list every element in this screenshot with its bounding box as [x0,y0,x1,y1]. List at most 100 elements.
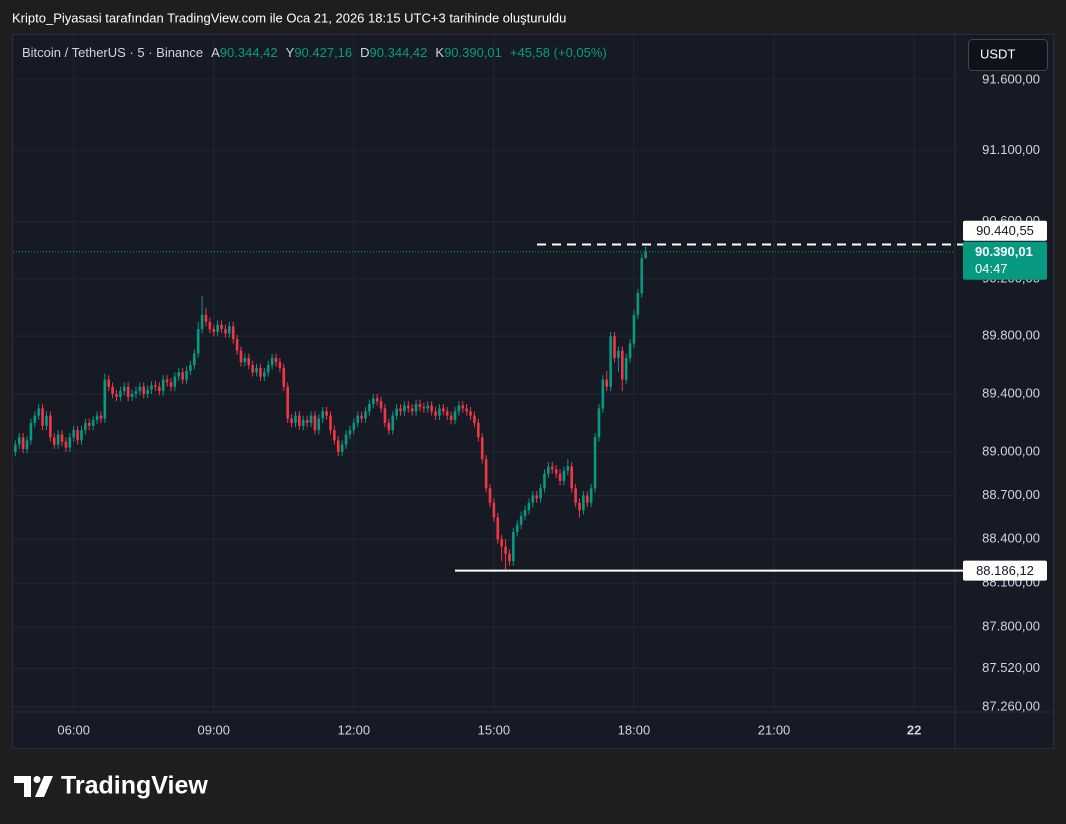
logo-icon [35,776,53,797]
candle-body [325,411,328,416]
candle-body [438,408,441,416]
candle-body [484,459,488,489]
candle-body [461,405,465,409]
candle-body [574,488,577,503]
candle-body [255,367,258,373]
candle-body [422,406,426,409]
x-tick-label: 12:00 [338,722,371,737]
candle-body [628,343,632,358]
chart-panel [12,34,1054,749]
candle-body [352,422,356,431]
x-tick-label: 15:00 [478,722,511,737]
candle-body [333,430,336,441]
plot [13,243,963,572]
candle-body [632,314,636,344]
y-tick-label: 87.800,00 [982,619,1040,634]
candle-body [68,437,72,448]
candle-body [103,379,107,419]
candle-body [434,411,437,416]
candle-body [531,495,535,503]
logo-icon [33,776,41,783]
candle-body [49,415,52,438]
candle-body [360,415,363,419]
brand-name: TradingView [61,772,208,800]
candle-body [496,517,500,540]
candle-body [395,408,398,416]
price-line-label: 88.186,12 [976,563,1034,578]
candle-body [239,350,243,363]
candle-body [364,411,367,419]
candle-body [543,473,546,489]
candle-body [286,386,289,419]
candle-body [383,408,387,423]
countdown: 04:47 [975,261,1008,276]
candle-body [33,415,37,423]
candle-body [25,440,29,449]
candle-body [492,502,496,518]
brand-logo: TradingView [14,772,208,800]
candle-body [52,437,56,445]
candle-body [56,434,60,445]
candle-body [371,398,375,405]
candle-body [469,411,472,416]
x-tick-label: 21:00 [758,722,791,737]
candle-body [270,357,274,366]
candle-body [597,408,601,438]
candle-body [189,365,192,371]
ohlc-label: A [211,45,220,60]
candle-body [196,329,200,354]
candle-body [410,408,414,412]
candle-body [348,430,352,435]
candle-body [523,510,527,516]
candle-body [453,411,457,421]
candle-body [259,367,262,377]
candle-body [457,405,461,412]
y-tick-label: 89.800,00 [982,328,1040,343]
ohlc-label: D [360,45,370,60]
ohlc-label: K [435,45,445,60]
ohlc-value: 90.344,42 [369,45,428,60]
candle-body [500,539,503,547]
change: +45,58 (+0,05%) [509,45,607,60]
x-tick-label: 09:00 [197,722,230,737]
candle-body [216,324,219,332]
candle-body [60,434,64,442]
candle-body [309,415,313,423]
x-tick-label: 18:00 [618,722,651,737]
candle-body [126,386,130,397]
candle-body [379,401,383,409]
y-tick-label: 91.100,00 [982,142,1040,157]
caption: Kripto_Piyasasi tarafından TradingView.c… [12,10,566,25]
candle-body [430,405,433,412]
candle-body [535,495,538,499]
candle-body [243,357,247,363]
candle-body [247,357,251,366]
currency-button[interactable] [968,39,1048,71]
candle-body [527,502,531,511]
price-line-box [963,560,1047,581]
candle-body [119,391,122,397]
candle-body [480,437,484,460]
candle-body [593,437,597,489]
candle-body [442,408,445,412]
x-tick-label: 06:00 [57,722,90,737]
candle-body [263,372,266,377]
candle-body [142,386,146,394]
candle-body [177,372,181,377]
candle-body [107,379,111,387]
candle-body [562,470,566,481]
candle-body [251,365,254,373]
candle-body [473,415,476,423]
candle-body [605,379,609,387]
price-line-box [963,220,1047,241]
candle-body [204,314,208,322]
candle-body [418,404,422,407]
candle-body [84,422,87,431]
currency-label[interactable]: USDT [980,46,1015,61]
grid [13,35,955,712]
candle-body [228,326,231,334]
candle-body [313,415,317,431]
candle-body [554,469,558,474]
